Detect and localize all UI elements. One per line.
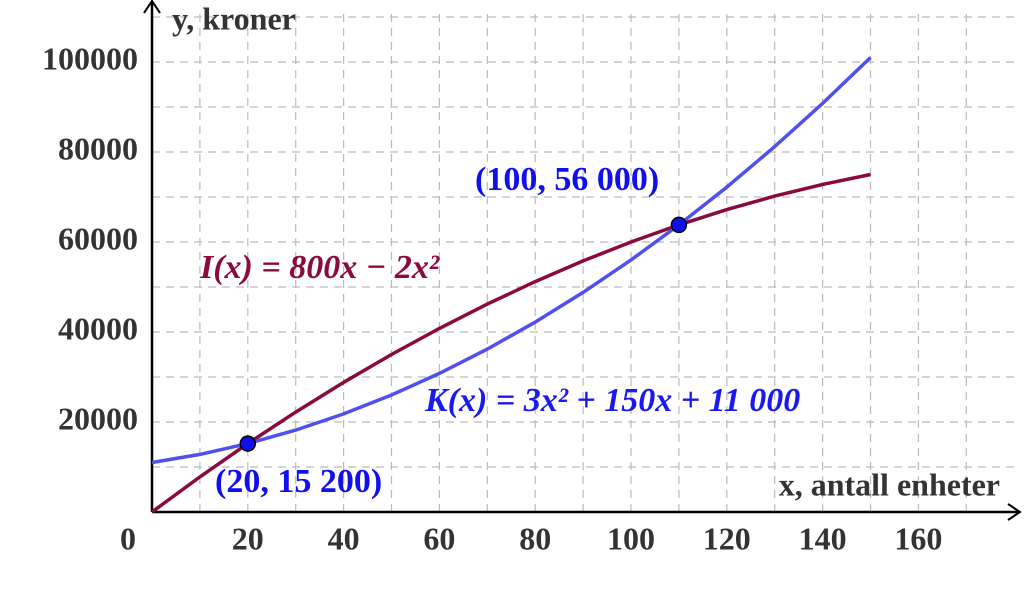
x-tick-label: 60 <box>423 520 455 556</box>
x-tick-label: 40 <box>328 520 360 556</box>
x-tick-label: 20 <box>232 520 264 556</box>
y-axis-label: y, kroner <box>172 0 296 36</box>
intersection-point <box>670 216 688 234</box>
point-label: (20, 15 200) <box>215 463 382 500</box>
x-tick-label: 0 <box>120 520 136 556</box>
x-tick-label: 80 <box>519 520 551 556</box>
x-tick-label: 160 <box>894 520 942 556</box>
y-arrow <box>143 0 161 14</box>
x-tick-label: 100 <box>607 520 655 556</box>
curve <box>151 56 872 465</box>
y-tick-label: 100000 <box>42 40 138 76</box>
intersection-point <box>239 435 257 452</box>
point-label: (100, 56 000) <box>475 161 659 198</box>
x-axis-label: x, antall enheter <box>779 466 1000 502</box>
y-tick-label: 60000 <box>58 220 138 256</box>
x-tick-label: 120 <box>703 520 751 556</box>
legend-label: I(x) = 800x − 2x² <box>199 249 440 286</box>
y-tick-label: 40000 <box>58 310 138 346</box>
y-tick-label: 80000 <box>58 130 138 166</box>
y-tick-label: 20000 <box>58 400 138 436</box>
curve <box>150 172 871 514</box>
x-tick-label: 140 <box>799 520 847 556</box>
legend-label: K(x) = 3x² + 150x + 11 000 <box>424 382 800 419</box>
x-arrow <box>1007 503 1022 521</box>
